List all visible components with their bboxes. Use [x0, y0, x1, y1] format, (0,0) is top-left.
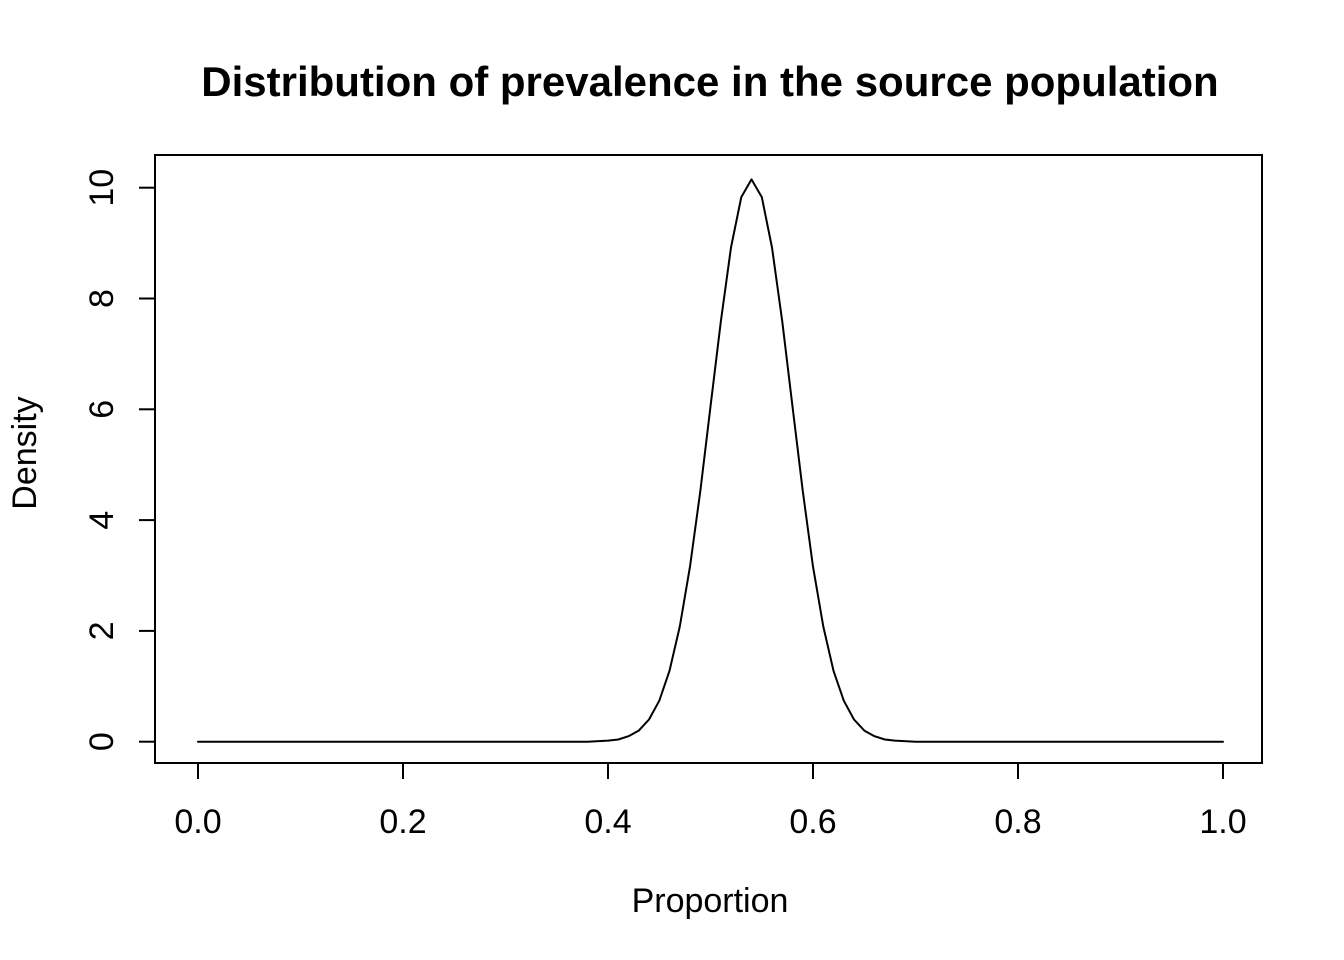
density-curve	[197, 178, 1224, 743]
y-axis-ticks: 0 2 4 6 8 10	[83, 169, 154, 751]
y-axis-label: Density	[6, 396, 44, 509]
x-axis-ticks: 0.0 0.2 0.4 0.6 0.8 1.0	[174, 764, 1247, 841]
y-tick-label: 8	[83, 289, 121, 308]
y-tick-label: 2	[83, 621, 121, 640]
x-tick-label: 0.4	[584, 803, 631, 841]
x-tick-label: 1.0	[1199, 803, 1246, 841]
x-tick-label: 0.8	[994, 803, 1041, 841]
y-tick-label: 4	[83, 511, 121, 530]
x-tick-label: 0.6	[789, 803, 836, 841]
density-curve-group	[197, 178, 1224, 743]
y-tick-label: 10	[83, 169, 121, 207]
x-tick-label: 0.0	[174, 803, 221, 841]
y-tick-label: 0	[83, 732, 121, 751]
plot-box	[154, 154, 1263, 764]
x-axis-label: Proportion	[632, 882, 789, 920]
x-tick-label: 0.2	[379, 803, 426, 841]
chart-title: Distribution of prevalence in the source…	[201, 58, 1218, 105]
y-tick-label: 6	[83, 400, 121, 419]
